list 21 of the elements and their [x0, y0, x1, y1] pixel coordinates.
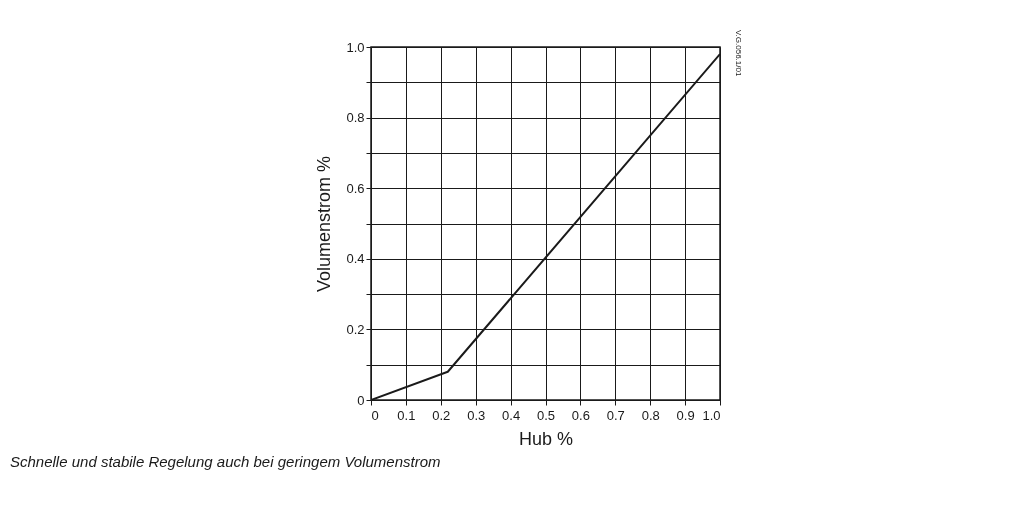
- y-tick-label: 1.0: [346, 39, 365, 55]
- x-tick-label: 0: [371, 407, 379, 423]
- y-tick-label: 0.6: [346, 180, 365, 196]
- y-tick-label: 0.8: [346, 110, 365, 126]
- text: V.G.056.1/01: [734, 30, 743, 77]
- y-tick-label: 0.4: [346, 251, 365, 267]
- text: Schnelle und stabile Regelung auch bei geringem Volumenstrom: [10, 453, 441, 470]
- y-axis-title: Volumenstrom %: [314, 155, 335, 293]
- y-tick-label: 0: [357, 392, 365, 408]
- x-tick-label: 0.1: [397, 407, 416, 423]
- x-tick-label: 0.5: [536, 407, 556, 423]
- x-tick-label: 0.3: [467, 407, 486, 423]
- x-tick-label: 0.4: [502, 407, 521, 423]
- x-tick-label: 0.7: [606, 407, 625, 423]
- x-tick-label: 1.0: [702, 407, 721, 423]
- y-tick-label: 0.2: [346, 321, 365, 337]
- x-tick-label: 0.9: [676, 407, 695, 423]
- x-axis-title: Hub %: [518, 428, 574, 449]
- x-tick-label: 0.8: [641, 407, 660, 423]
- x-tick-label: 0.2: [432, 407, 451, 423]
- x-tick-label: 0.6: [571, 407, 590, 423]
